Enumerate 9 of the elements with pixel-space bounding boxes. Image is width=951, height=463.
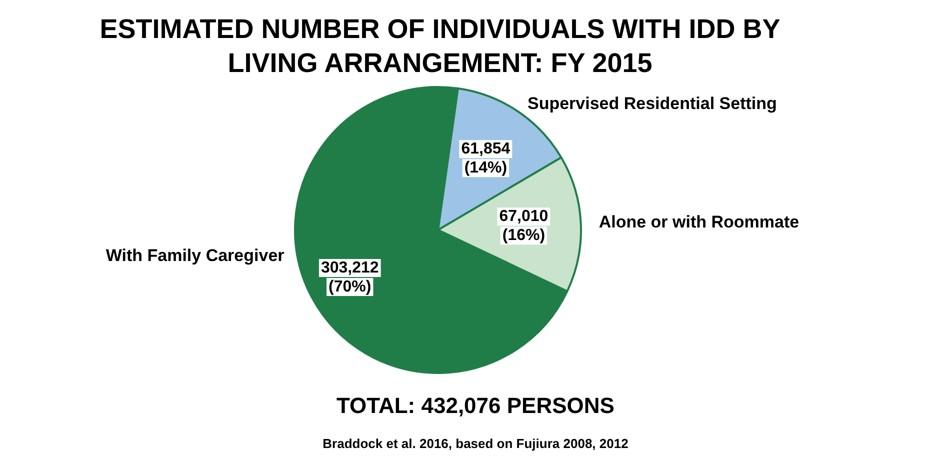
data-label: 303,212 (70%) xyxy=(320,259,379,296)
data-label: 61,854 (14%) xyxy=(461,140,510,177)
slice-label: With Family Caregiver xyxy=(106,246,285,266)
slice-label: Alone or with Roommate xyxy=(598,212,800,232)
data-label: 67,010 (16%) xyxy=(499,208,548,244)
text: TOTAL: 432,076 PERSONS xyxy=(336,393,616,419)
text: Braddock et al. 2016, based on Fujiura 2008, 2012 xyxy=(322,436,630,451)
slice-label: Supervised Residential Setting xyxy=(527,94,777,113)
chart-title: ESTIMATED NUMBER OF INDIVIDUALS WITH IDD BY LIVING ARRANGEMENT: FY 2015 xyxy=(98,13,782,80)
